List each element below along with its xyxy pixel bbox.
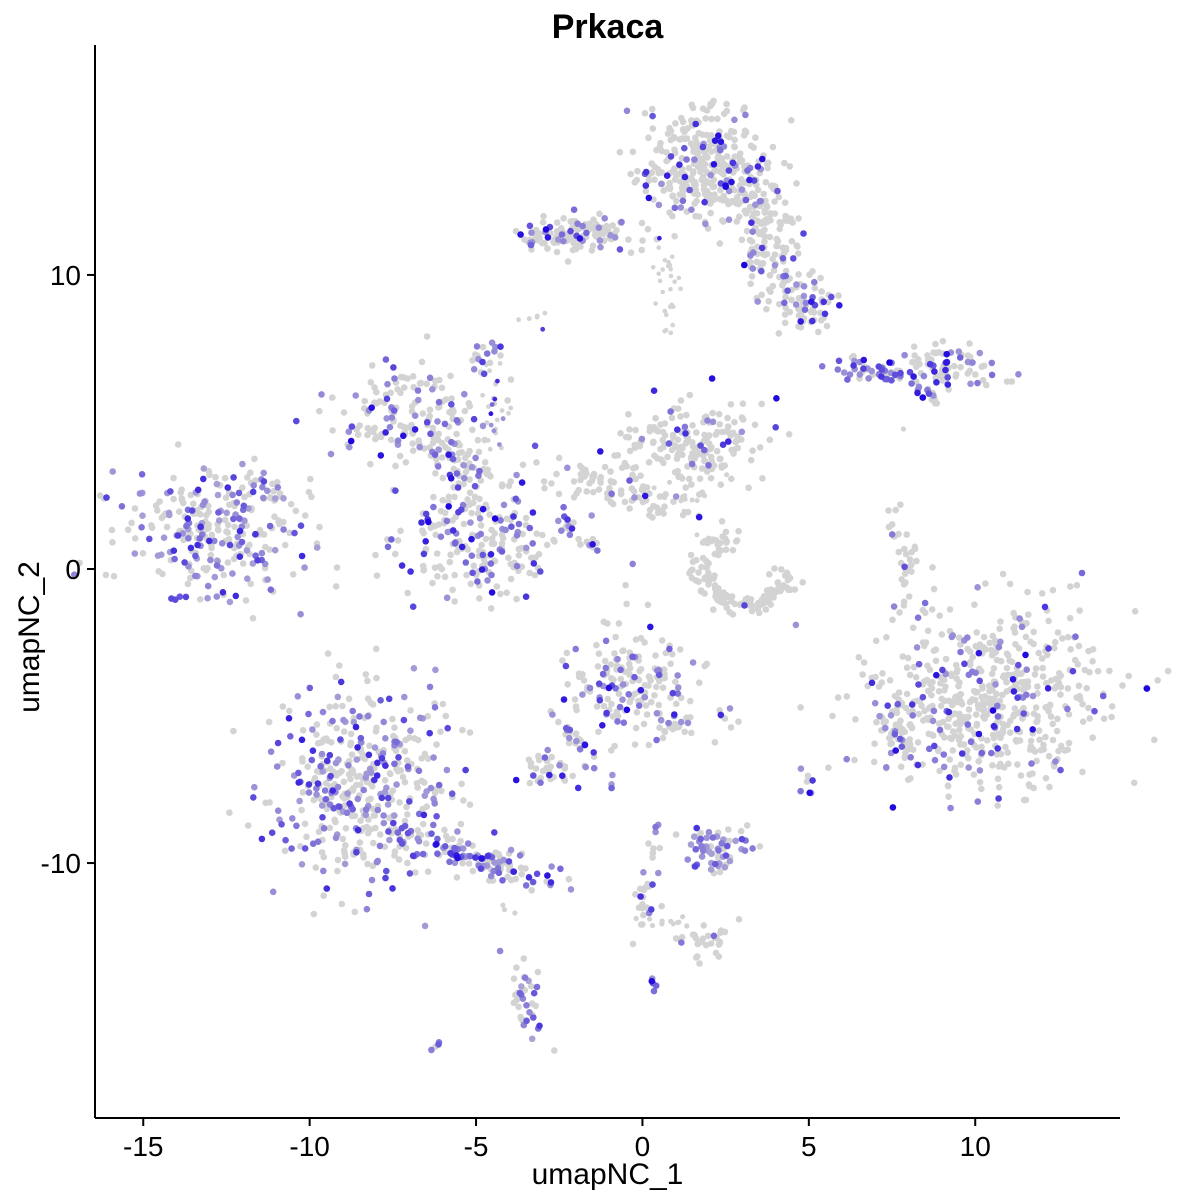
plot-title: Prkaca bbox=[551, 8, 664, 46]
y-tick-label: 0 bbox=[65, 554, 81, 585]
x-tick-label: -5 bbox=[464, 1131, 489, 1162]
x-tick-label: 0 bbox=[635, 1131, 651, 1162]
y-axis-title: umapNC_2 bbox=[13, 561, 46, 713]
x-tick-label: 5 bbox=[801, 1131, 817, 1162]
x-tick-label: -10 bbox=[289, 1131, 329, 1162]
x-axis-title: umapNC_1 bbox=[531, 1158, 684, 1191]
y-tick-label: 10 bbox=[50, 260, 81, 291]
y-tick-label: -10 bbox=[41, 848, 81, 879]
axes-layer: -15 -10 -5 0 5 10 10 0 -10 bbox=[41, 45, 1120, 1162]
points-layer bbox=[71, 97, 1172, 1054]
x-tick-label: 10 bbox=[960, 1131, 991, 1162]
x-tick-label: -15 bbox=[123, 1131, 163, 1162]
